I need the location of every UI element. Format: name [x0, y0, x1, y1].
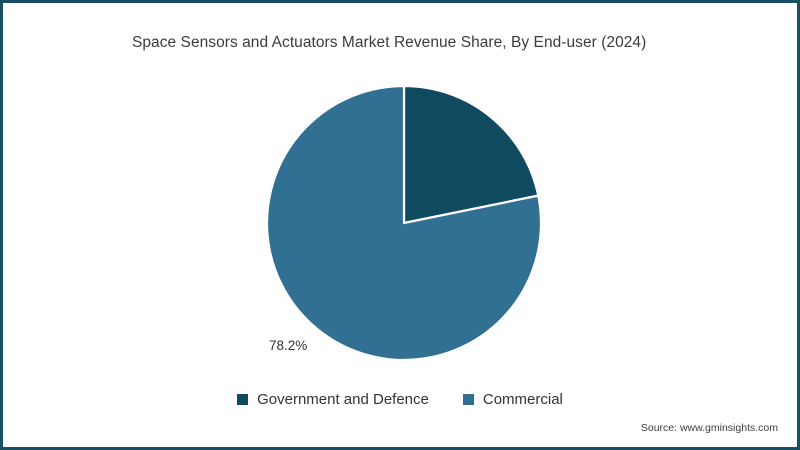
pie-data-label-commercial: 78.2% — [269, 338, 308, 353]
legend-item-commercial[interactable]: Commercial — [462, 391, 563, 408]
square-swatch-icon — [462, 394, 474, 405]
pie-chart-svg — [266, 85, 542, 361]
legend-item-government-and-defence[interactable]: Government and Defence — [237, 392, 429, 407]
pie-slice-commercial[interactable] — [266, 85, 542, 361]
legend-label-commercial: Commercial — [482, 391, 563, 408]
pie-slice-government-and-defence[interactable] — [402, 85, 540, 225]
chart-legend: Government and Defence Commercial — [3, 392, 797, 407]
square-swatch-icon — [237, 394, 249, 405]
source-note: Source: www.gminsights.com — [640, 422, 778, 434]
pie-chart-area: 78.2% — [3, 3, 797, 383]
legend-label-government-and-defence: Government and Defence — [257, 391, 429, 408]
page-title: Space Sensors and Actuators Market Reven… — [132, 34, 647, 51]
